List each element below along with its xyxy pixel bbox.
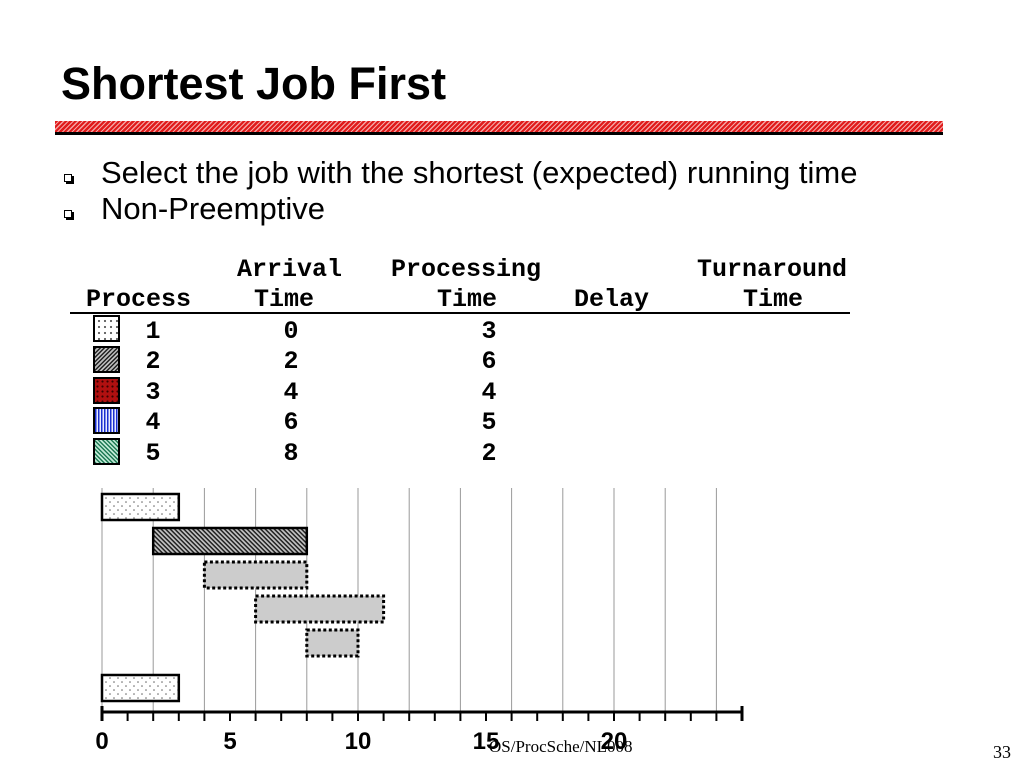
header-arrival-time: Time [254,285,315,314]
process-cell: 2 [145,347,161,376]
gantt-bar [254,594,386,624]
title-rule-hatched [55,121,943,132]
arrival-cell: 8 [283,439,299,468]
process-cell: 1 [145,317,161,346]
bullet-square-icon [64,174,72,182]
process-swatch [93,377,120,404]
arrival-cell: 6 [283,408,299,437]
gantt-bar [151,526,309,556]
header-delay: Delay [574,285,650,314]
header-process: Process [86,285,192,314]
x-axis-tick-label: 15 [473,728,500,755]
gantt-bar [100,492,181,522]
header-processing-time: Time [437,285,498,314]
process-cell: 3 [145,378,161,407]
gantt-grid [101,488,717,712]
table-header-rule [70,312,850,314]
header-turnaround: Turnaround [697,255,848,284]
header-processing: Processing [391,255,542,284]
processing-cell: 4 [481,378,497,407]
bullet-text: Select the job with the shortest (expect… [101,155,858,190]
gantt-bar [305,628,360,658]
process-cell: 5 [145,439,161,468]
gantt-bars [100,492,386,703]
page-number: 33 [993,742,1011,762]
slide-footer: OS/ProcSche/NL008 [489,737,633,756]
bullet-text: Non-Preemptive [101,191,325,226]
process-swatch [93,407,120,434]
x-axis-tick-label: 20 [601,728,628,755]
arrival-cell: 4 [283,378,299,407]
header-arrival: Arrival [237,255,343,284]
gantt-bar [202,560,309,590]
slide-title: Shortest Job First [61,58,447,109]
bullet-square-icon [64,210,72,218]
x-axis-tick-label: 5 [223,728,236,755]
process-swatch [93,438,120,465]
process-cell: 4 [145,408,161,437]
gantt-bar [100,673,181,703]
title-rule-line [55,132,943,135]
header-turnaround-time: Time [743,285,804,314]
processing-cell: 2 [481,439,497,468]
process-swatch [93,315,120,342]
x-axis-tick-label: 10 [345,728,372,755]
gantt-x-axis: 0 5 10 15 20 [95,706,744,755]
arrival-cell: 2 [283,347,299,376]
processing-cell: 3 [481,317,497,346]
x-axis-tick-label: 0 [95,728,108,755]
process-swatch [93,346,120,373]
processing-cell: 6 [481,347,497,376]
gantt-chart: 0 5 10 15 20 [95,488,744,755]
processing-cell: 5 [481,408,497,437]
arrival-cell: 0 [283,317,299,346]
